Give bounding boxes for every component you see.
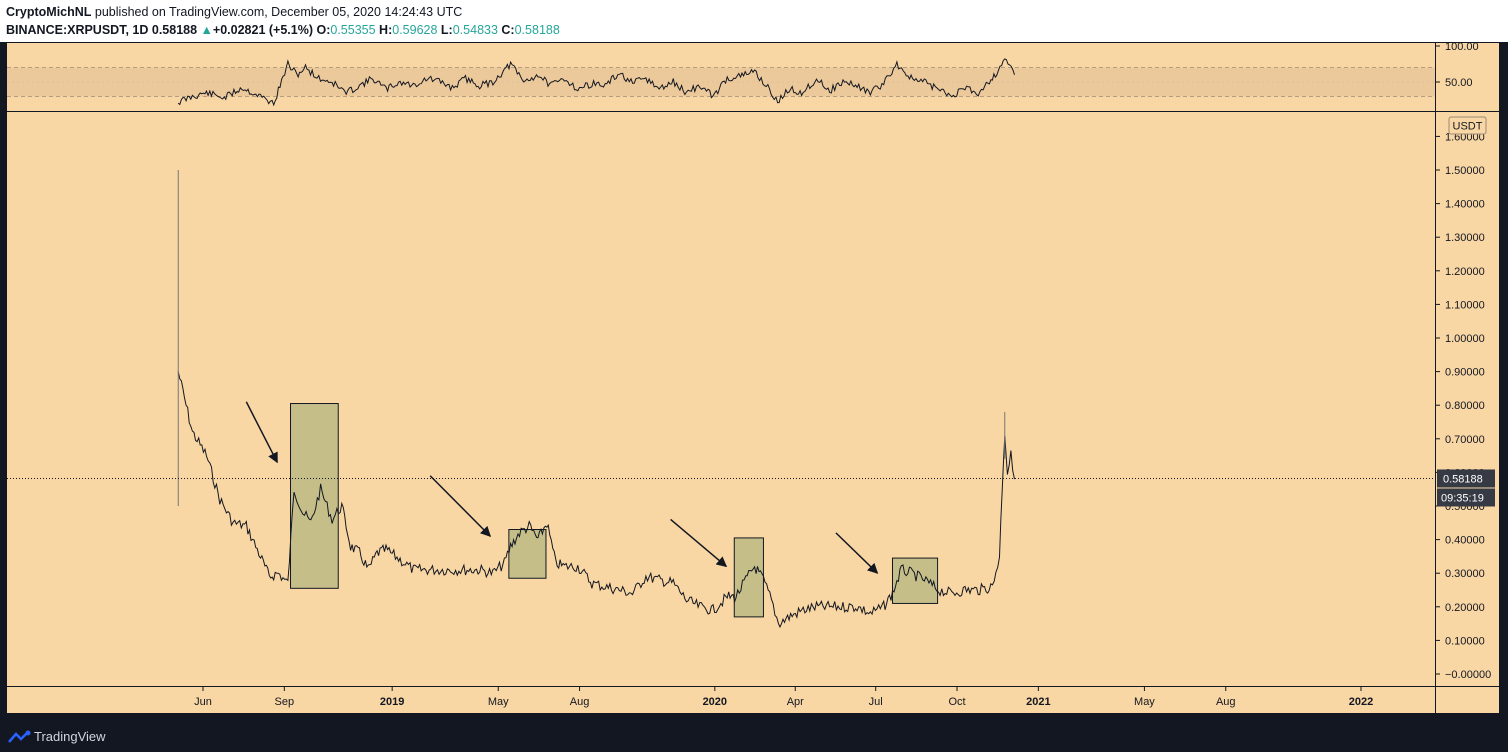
footer: TradingView xyxy=(0,722,1508,752)
unit-label: USDT xyxy=(1453,121,1483,133)
rsi-band xyxy=(7,67,1435,97)
rsi-axis xyxy=(1436,43,1499,111)
price-change: +0.02821 (+5.1%) xyxy=(212,23,313,37)
annotation-arrow-1[interactable] xyxy=(245,401,278,464)
tradingview-brand[interactable]: TradingView xyxy=(34,729,106,744)
price-tick-label: 1.20000 xyxy=(1445,266,1485,278)
time-tick-label: Sep xyxy=(275,696,295,708)
price-tick-label: 1.30000 xyxy=(1445,232,1485,244)
last-price: 0.58188 xyxy=(151,23,198,37)
time-tick-label: Aug xyxy=(1216,696,1236,708)
price-tick-label: 1.00000 xyxy=(1445,333,1485,345)
time-tick-label: 2021 xyxy=(1026,696,1050,708)
close-label: C: xyxy=(501,23,515,37)
rsi-line[interactable] xyxy=(177,58,1015,107)
time-tick-label: May xyxy=(1134,696,1155,708)
consolidation-box-3[interactable] xyxy=(733,537,764,618)
price-tick-label: 0.70000 xyxy=(1445,434,1485,446)
low-value: 0.54833 xyxy=(452,23,498,37)
price-tick-label: 0.10000 xyxy=(1445,635,1485,647)
high-value: 0.59628 xyxy=(392,23,438,37)
price-tick-label: 0.30000 xyxy=(1445,568,1485,580)
price-tick-label: 0.20000 xyxy=(1445,602,1485,614)
price-tick-label: 0.90000 xyxy=(1445,367,1485,379)
time-axis xyxy=(7,687,1435,713)
countdown-label: 09:35:19 xyxy=(1441,492,1484,504)
symbol-line: BINANCE:XRPUSDT, 1D 0.58188 ▲+0.02821 (+… xyxy=(6,23,560,37)
time-tick-label: Jul xyxy=(869,696,883,708)
high-label: H: xyxy=(379,23,393,37)
price-tick-label: −0.00000 xyxy=(1445,669,1491,681)
price-pane[interactable] xyxy=(7,112,1435,686)
time-tick-label: Aug xyxy=(570,696,590,708)
rsi-tick-label-1: 100.00 xyxy=(1445,42,1479,53)
rsi-tick-label-2: 50.00 xyxy=(1445,77,1473,89)
symbol-label[interactable]: BINANCE:XRPUSDT, 1D xyxy=(6,23,149,37)
price-line[interactable] xyxy=(177,371,1015,629)
axis-corner xyxy=(1436,687,1499,713)
price-tick-label: 1.50000 xyxy=(1445,165,1485,177)
consolidation-box-1[interactable] xyxy=(290,403,339,589)
annotation-arrow-3[interactable] xyxy=(670,518,728,568)
last-price-label-bg xyxy=(1437,469,1495,488)
time-tick-label: Oct xyxy=(948,696,965,708)
open-label: O: xyxy=(316,23,331,37)
time-tick-label: Apr xyxy=(787,696,804,708)
annotation-arrow-2[interactable] xyxy=(429,475,492,537)
price-tick-label: 0.80000 xyxy=(1445,400,1485,412)
annotation-arrow-4[interactable] xyxy=(835,532,879,574)
time-tick-label: 2022 xyxy=(1349,696,1373,708)
time-tick-label: Jun xyxy=(194,696,212,708)
chart-area[interactable]: 100.0050.001.600001.500001.400001.300001… xyxy=(0,42,1508,722)
unit-badge[interactable] xyxy=(1448,116,1487,135)
countdown-label-bg xyxy=(1437,488,1495,507)
change-up-icon: ▲ xyxy=(200,23,213,37)
time-tick-label: May xyxy=(488,696,509,708)
price-tick-label: 1.40000 xyxy=(1445,199,1485,211)
open-value: 0.55355 xyxy=(330,23,376,37)
chart-header: CryptoMichNL published on TradingView.co… xyxy=(0,0,1508,42)
low-label: L: xyxy=(440,23,453,37)
close-value: 0.58188 xyxy=(514,23,560,37)
time-tick-label: 2020 xyxy=(703,696,727,708)
time-tick-label: 2019 xyxy=(380,696,404,708)
consolidation-box-2[interactable] xyxy=(508,529,547,579)
price-axis xyxy=(1436,112,1499,686)
tradingview-logo-icon[interactable] xyxy=(8,730,32,744)
price-tick-label: 1.10000 xyxy=(1445,299,1485,311)
published-text: published on TradingView.com, December 0… xyxy=(94,5,463,19)
price-tick-label: 0.40000 xyxy=(1445,535,1485,547)
publish-line: CryptoMichNL published on TradingView.co… xyxy=(6,5,462,19)
last-price-label: 0.58188 xyxy=(1443,473,1483,485)
author-name[interactable]: CryptoMichNL xyxy=(6,5,92,19)
